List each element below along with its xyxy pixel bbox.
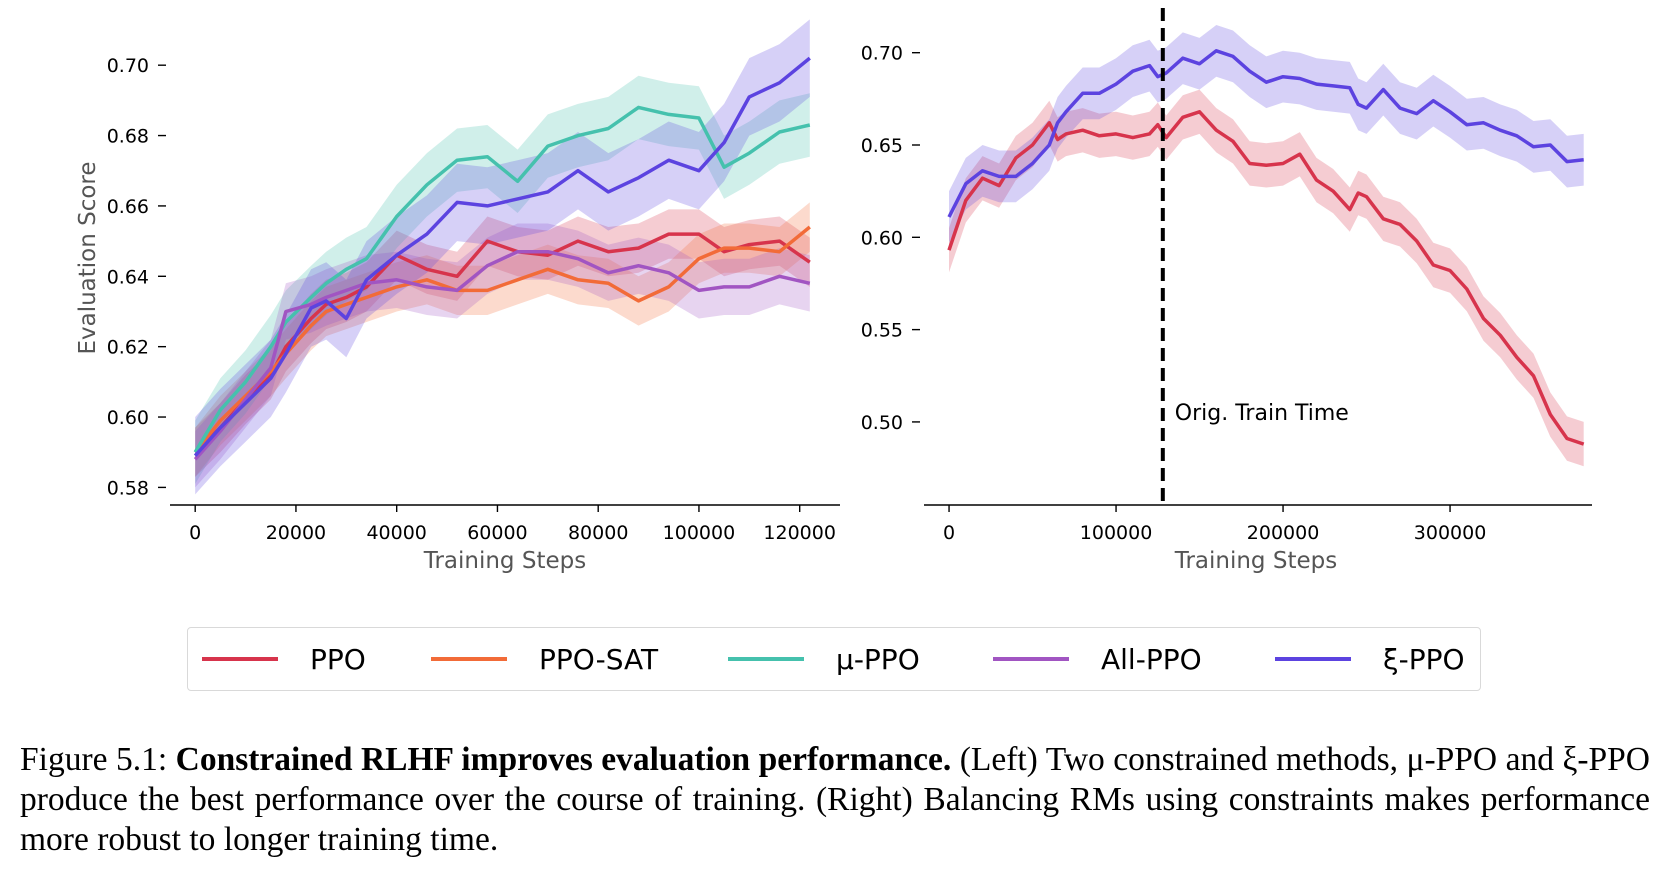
left-line-all-ppo [193,249,811,461]
orig-train-time-label: Orig. Train Time [1175,401,1349,426]
left-band-ppo [195,209,810,477]
left-x-tick-label: 20000 [266,522,326,544]
right-x-axis-label: Training Steps [1174,548,1337,574]
legend-label-all-ppo: All-PPO [1101,642,1202,676]
left-y-tick-label: 0.60 [107,407,149,429]
left-y-axis-label: Evaluation Score [75,161,101,354]
legend-swatch-all-ppo [993,657,1069,661]
left-y-tick-label: 0.68 [107,126,149,148]
legend-label-xi-ppo: ξ-PPO [1383,642,1465,676]
right-y-tick-label: 0.65 [861,135,903,157]
left-band-xi-ppo [195,19,810,495]
left-x-tick-label: 80000 [568,522,628,544]
caption-bold: Constrained RLHF improves evaluation per… [175,741,952,778]
right-y-tick-label: 0.55 [861,320,903,342]
left-y-tick-label: 0.70 [107,55,149,77]
left-band-mu-ppo [195,75,810,484]
left-y-tick-label: 0.66 [107,196,149,218]
legend-item-all-ppo: All-PPO [993,628,1202,690]
legend-swatch-ppo [202,657,278,661]
left-x-tick-label: 0 [189,522,201,544]
left-x-tick-label: 120000 [763,522,836,544]
left-x-axis-label: Training Steps [423,548,586,574]
left-y-tick-label: 0.58 [107,477,149,499]
left-chart: 0 20000 40000 60000 80000 100000 120000 0.58 0.… [75,19,840,574]
figure: 0 20000 40000 60000 80000 100000 120000 0.58 0.… [75,8,1592,574]
right-band-xi-ppo [949,25,1584,243]
caption-prefix: Figure 5.1: [20,741,168,778]
legend-label-ppo-sat: PPO-SAT [539,642,659,676]
legend-label-mu-ppo: μ-PPO [836,642,920,676]
right-line-xi-ppo [947,49,1584,218]
legend-swatch-ppo-sat [431,657,507,661]
legend-item-ppo-sat: PPO-SAT [431,628,658,690]
right-x-tick-label: 200000 [1247,522,1320,544]
caption-text: (Left) Two constrained methods, μ-PPO an… [20,741,1651,858]
left-x-tick-label: 40000 [366,522,426,544]
left-x-tick-label: 60000 [467,522,527,544]
legend: PPO PPO-SAT μ-PPO All-PPO ξ-PPO [187,627,1481,691]
right-x-tick-label: 100000 [1080,522,1153,544]
right-y-tick-label: 0.60 [861,227,903,249]
left-x-tick-label: 100000 [663,522,736,544]
left-y-tick-label: 0.64 [107,266,149,288]
right-y-tick-label: 0.70 [861,43,903,65]
left-line-xi-ppo [193,56,811,457]
left-line-ppo [193,232,811,454]
legend-swatch-xi-ppo [1275,657,1351,661]
legend-label-ppo: PPO [310,642,366,676]
figure-caption: Figure 5.1: Constrained RLHF improves ev… [20,740,1650,860]
right-x-tick-label: 0 [943,522,955,544]
right-line-ppo [947,110,1585,446]
legend-item-xi-ppo: ξ-PPO [1275,628,1465,690]
right-x-tick-label: 300000 [1414,522,1487,544]
legend-item-mu-ppo: μ-PPO [728,628,920,690]
legend-swatch-mu-ppo [728,657,804,661]
right-y-tick-label: 0.50 [861,412,903,434]
left-y-tick-label: 0.62 [107,337,149,359]
right-chart: Orig. Train Time 0 100000 200000 300000 0.5… [861,8,1592,574]
legend-item-ppo: PPO [202,628,366,690]
